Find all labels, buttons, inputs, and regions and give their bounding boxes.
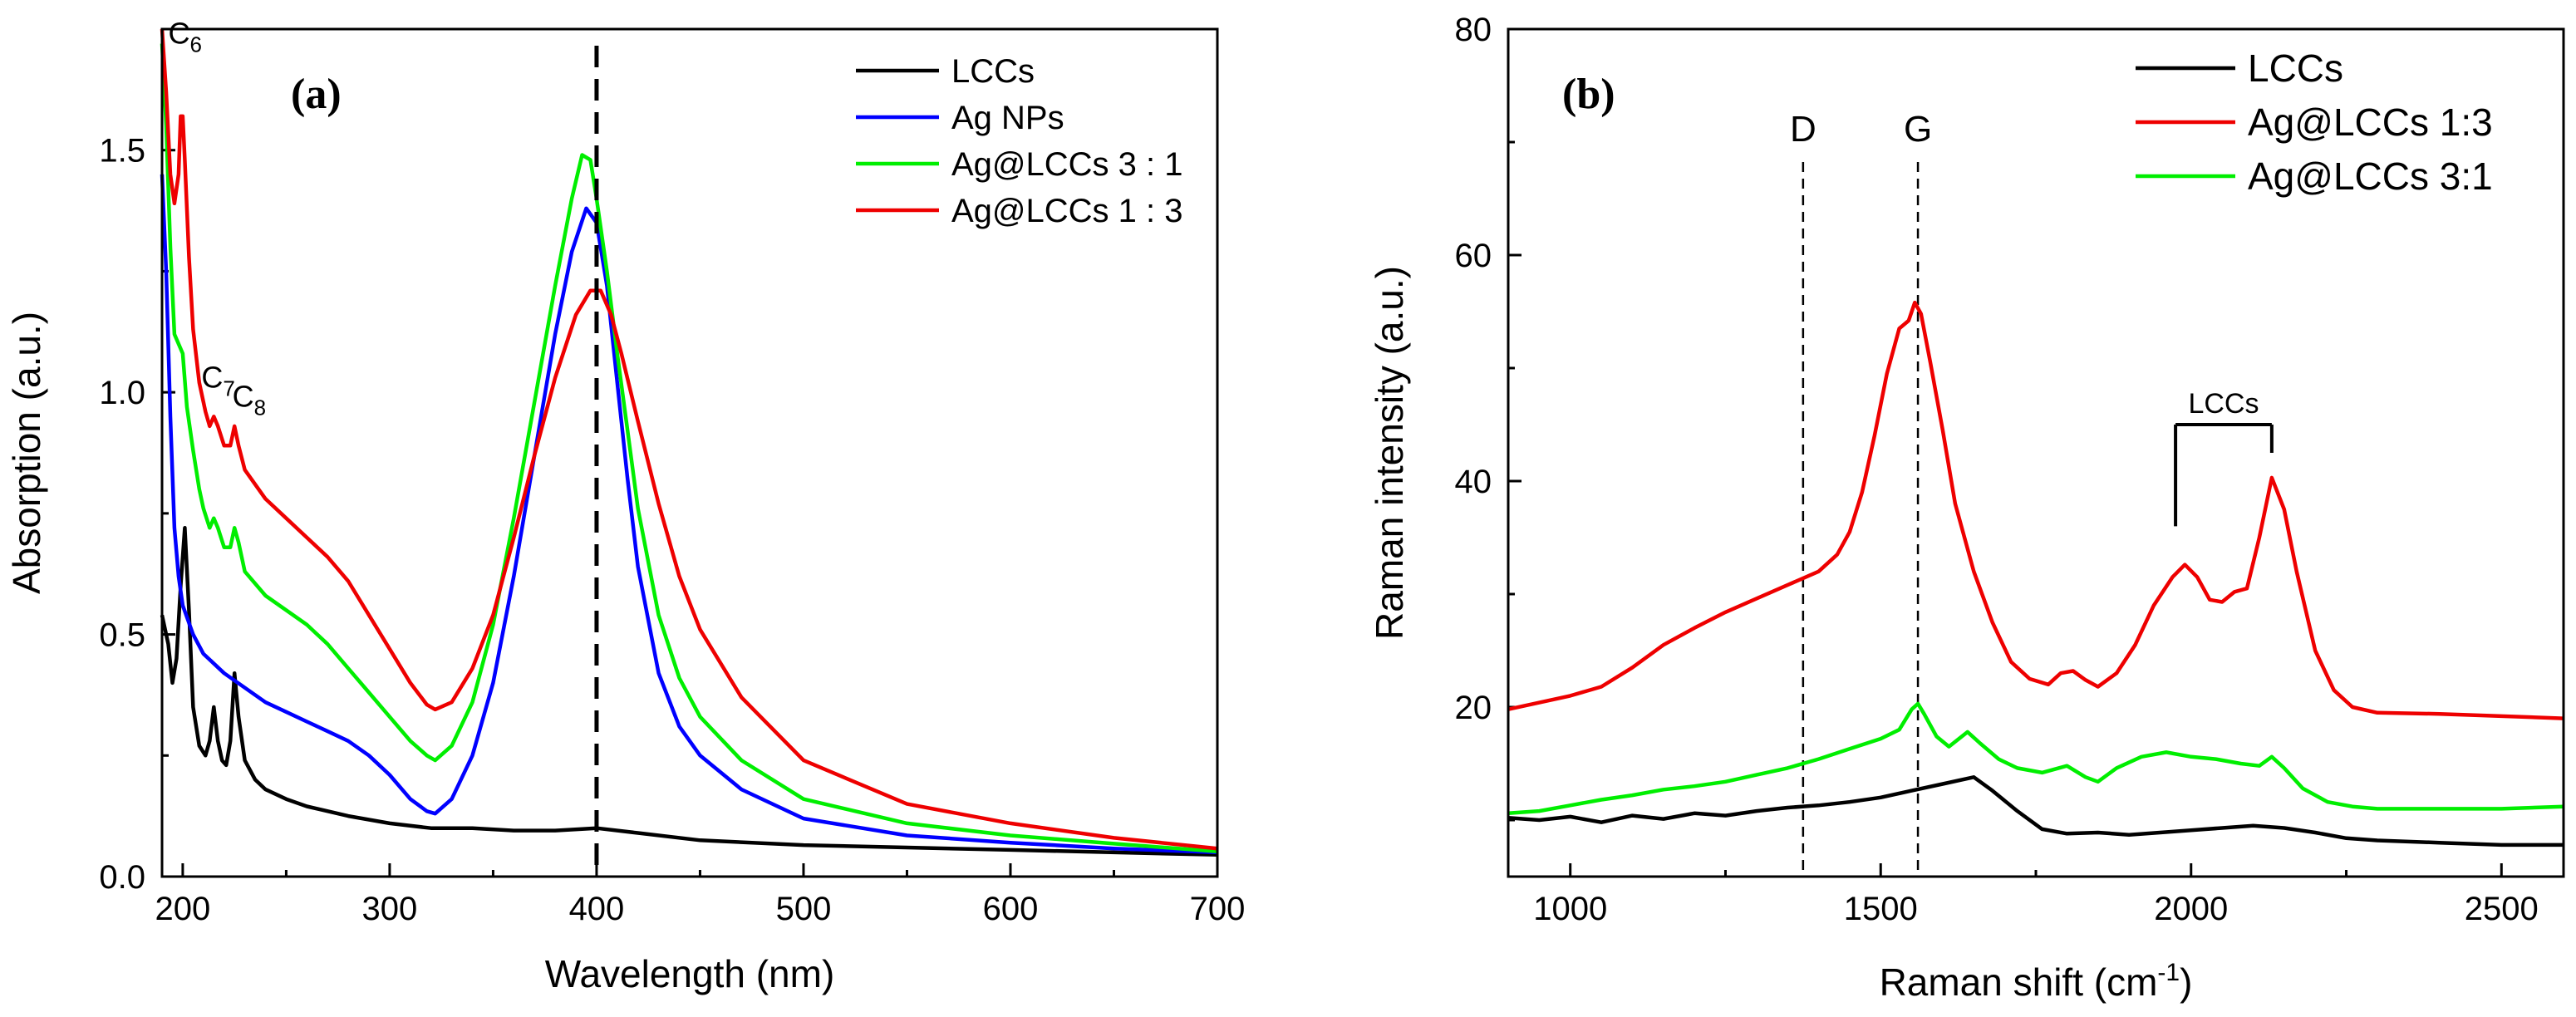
panel-label-a: (a) xyxy=(291,71,342,118)
x-tick-label-b-1500: 1500 xyxy=(1844,891,1918,927)
series-line-a-lccs xyxy=(160,526,1218,857)
peak-label-main: C xyxy=(201,360,223,394)
y-tick-label-a-1: 1.0 xyxy=(99,375,145,411)
reference-label-g: G xyxy=(1904,109,1932,150)
series-line-a-ag-lccs-3-1 xyxy=(160,43,1218,853)
legend-label-a-ag-nps: Ag NPs xyxy=(951,100,1064,136)
peak-label-subscript: 6 xyxy=(189,32,201,56)
series-line-b-ag-lccs-3-1 xyxy=(1507,701,2564,816)
bracket-label-lccs: LCCs xyxy=(2188,388,2259,420)
panel-b-raman-chart: 1000 1500 2000 2500 20 40 60 80 D G LCCs (b) LCC… xyxy=(1368,12,2565,1004)
x-axis-title-b-suffix: ) xyxy=(2180,960,2192,1004)
series-line-b-ag-lccs-1-3 xyxy=(1507,300,2564,720)
series-line-b-lccs xyxy=(1507,775,2564,848)
x-tick-label-a-600: 600 xyxy=(983,891,1039,927)
legend-label-a-ag-lccs-1-3: Ag@LCCs 1 : 3 xyxy=(951,193,1183,229)
x-axis-title-a: Wavelength (nm) xyxy=(545,952,835,995)
x-tick-label-a-700: 700 xyxy=(1190,891,1246,927)
y-tick-label-b-80: 80 xyxy=(1455,12,1492,48)
y-axis-title-a: Absorption (a.u.) xyxy=(5,312,48,594)
y-tick-label-a-1.5: 1.5 xyxy=(99,133,145,170)
x-tick-label-a-400: 400 xyxy=(569,891,625,927)
x-tick-label-a-200: 200 xyxy=(155,891,211,927)
y-tick-label-b-40: 40 xyxy=(1455,464,1492,500)
y-tick-label-a-0.5: 0.5 xyxy=(99,617,145,654)
x-tick-label-b-2500: 2500 xyxy=(2465,891,2539,927)
peak-label-subscript: 7 xyxy=(223,376,234,400)
y-tick-label-b-20: 20 xyxy=(1455,690,1492,726)
reference-label-d: D xyxy=(1790,109,1816,150)
series-line-a-ag-lccs-1-3 xyxy=(160,28,1218,851)
legend-label-b-ag-lccs-3-1: Ag@LCCs 3:1 xyxy=(2248,155,2493,198)
legend-label-b-ag-lccs-1-3: Ag@LCCs 1:3 xyxy=(2248,101,2493,144)
x-axis-title-b-main: Raman shift (cm xyxy=(1880,960,2158,1004)
peak-label-subscript: 8 xyxy=(254,396,266,420)
x-tick-label-a-500: 500 xyxy=(776,891,832,927)
legend-label-b-lccs: LCCs xyxy=(2248,47,2343,90)
panel-label-b: (b) xyxy=(1562,71,1615,118)
y-tick-label-a-0: 0.0 xyxy=(99,859,145,896)
plot-frame-a xyxy=(160,27,1219,878)
x-tick-label-b-1000: 1000 xyxy=(1533,891,1607,927)
x-tick-label-a-300: 300 xyxy=(362,891,418,927)
peak-label-main: C xyxy=(233,380,254,414)
legend-label-a-ag-lccs-3-1: Ag@LCCs 3 : 1 xyxy=(951,146,1183,183)
series-line-a-ag-nps xyxy=(160,174,1218,855)
peak-label-c8: C8 xyxy=(233,380,266,420)
x-axis-title-b: Raman shift (cm-1) xyxy=(1880,959,2193,1004)
plot-frame-b xyxy=(1507,27,2565,878)
peak-label-c6: C6 xyxy=(168,16,201,56)
y-tick-label-b-60: 60 xyxy=(1455,238,1492,274)
x-axis-title-b-superscript: -1 xyxy=(2157,959,2180,986)
peak-label-c7: C7 xyxy=(201,360,234,400)
x-tick-label-b-2000: 2000 xyxy=(2154,891,2228,927)
y-axis-title-b: Raman intensity (a.u.) xyxy=(1368,266,1411,640)
legend-label-a-lccs: LCCs xyxy=(951,53,1035,90)
peak-label-main: C xyxy=(168,16,189,50)
